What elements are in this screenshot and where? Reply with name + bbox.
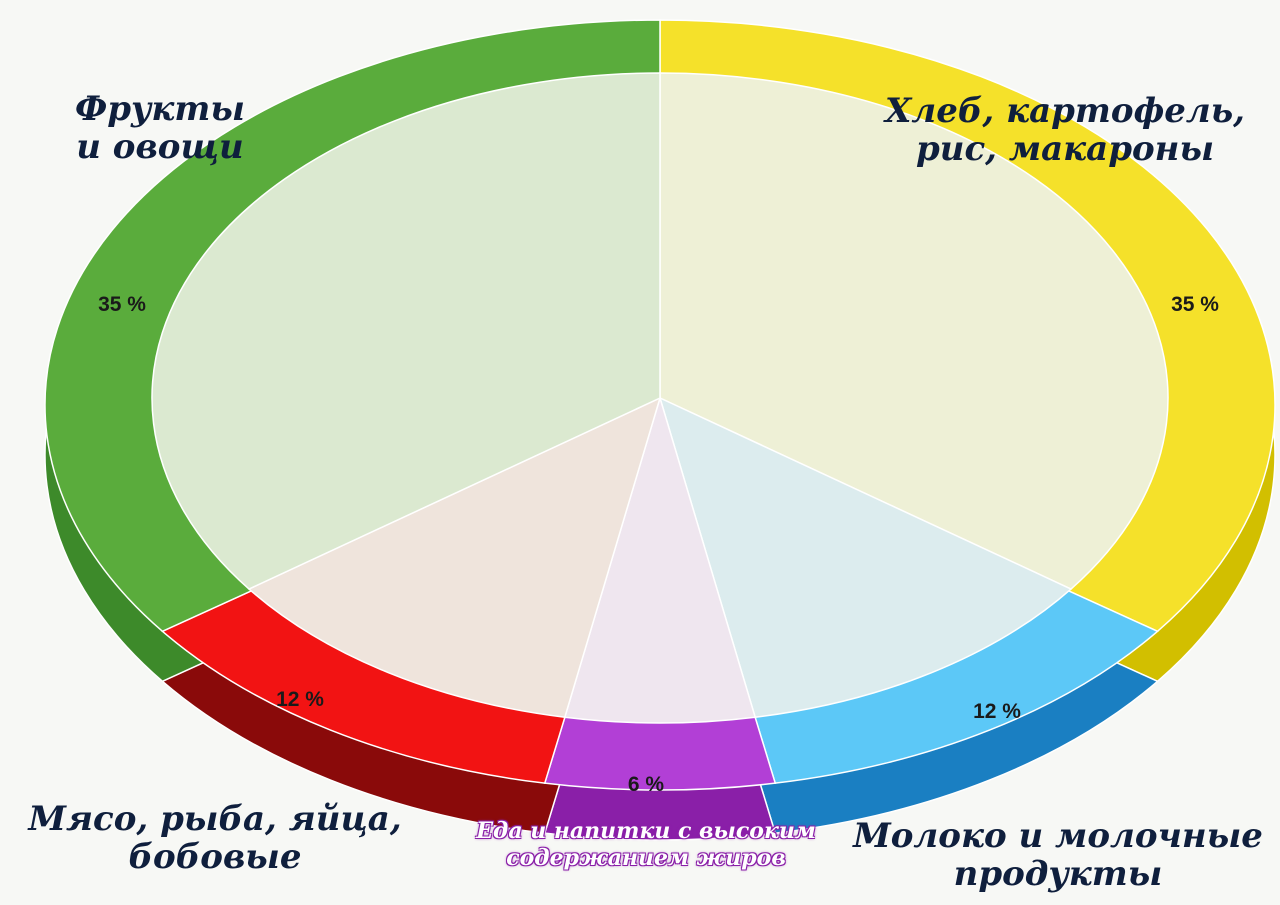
value-label-fats: 6 % [627, 773, 665, 796]
pie-inner-fats [563, 395, 757, 724]
pie-inner-dairy [658, 396, 1073, 719]
pie-inner-plate [151, 72, 1169, 724]
pie-inner-bread [659, 72, 1169, 590]
value-label-fruits: 35 % [98, 293, 146, 316]
value-label-dairy: 12 % [973, 700, 1021, 723]
value-label-meat: 12 % [276, 688, 324, 711]
category-label-fats: Еда и напитки с высоким содержанием жиров [476, 818, 816, 871]
category-label-meat: Мясо, рыба, яйца, бобовые [28, 799, 402, 877]
category-label-fruits: Фрукты и овощи [75, 89, 245, 167]
category-label-bread: Хлеб, картофель, рис, макароны [884, 91, 1246, 169]
category-label-dairy: Молоко и молочные продукты [853, 816, 1263, 894]
pie-inner-fruits [151, 72, 661, 590]
value-label-bread: 35 % [1171, 293, 1219, 316]
pie-inner-meat [247, 396, 662, 719]
